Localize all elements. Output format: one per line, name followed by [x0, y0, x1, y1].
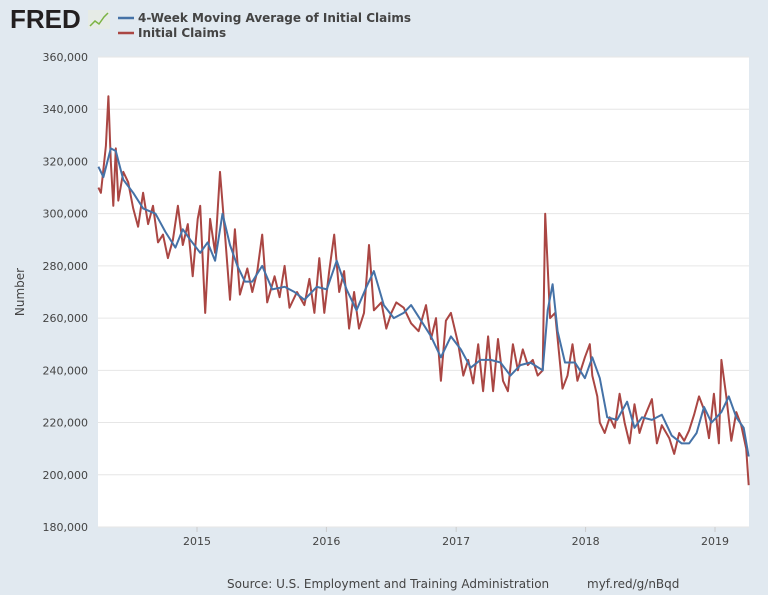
y-tick-label: 240,000 [43, 364, 89, 377]
short-url-link[interactable]: myf.red/g/nBqd [587, 577, 679, 591]
x-tick-label: 2017 [442, 535, 470, 548]
y-tick-label: 260,000 [43, 312, 89, 325]
fred-logo-line-icon [89, 12, 109, 27]
fred-logo-text: FRED [10, 4, 81, 34]
y-tick-label: 180,000 [43, 521, 89, 534]
y-tick-label: 340,000 [43, 103, 89, 116]
y-tick-label: 220,000 [43, 417, 89, 430]
y-tick-label: 300,000 [43, 208, 89, 221]
moving-average-line [97, 147, 750, 457]
initial-claims-line [97, 95, 750, 486]
y-axis-ticks: 180,000 200,000 220,000 240,000 260,000 280,0… [43, 51, 89, 534]
x-tick-label: 2019 [701, 535, 729, 548]
legend: 4-Week Moving Average of Initial Claims … [118, 11, 411, 40]
y-axis-label: Number [13, 268, 27, 316]
legend-label-moving-average: 4-Week Moving Average of Initial Claims [138, 11, 411, 25]
series-lines [97, 95, 750, 486]
x-tick-label: 2016 [312, 535, 340, 548]
y-tick-label: 320,000 [43, 155, 89, 168]
fred-logo-icon [88, 10, 110, 29]
y-tick-label: 360,000 [43, 51, 89, 64]
y-tick-label: 200,000 [43, 469, 89, 482]
plot-area [98, 57, 749, 527]
fred-logo: FRED [10, 4, 110, 34]
legend-label-initial-claims: Initial Claims [138, 26, 226, 40]
x-tick-label: 2018 [572, 535, 600, 548]
x-tick-label: 2015 [183, 535, 211, 548]
source-text: Source: U.S. Employment and Training Adm… [227, 577, 549, 591]
gridlines [98, 56, 749, 528]
x-axis-ticks: 2015 2016 2017 2018 2019 [183, 527, 729, 548]
y-tick-label: 280,000 [43, 260, 89, 273]
